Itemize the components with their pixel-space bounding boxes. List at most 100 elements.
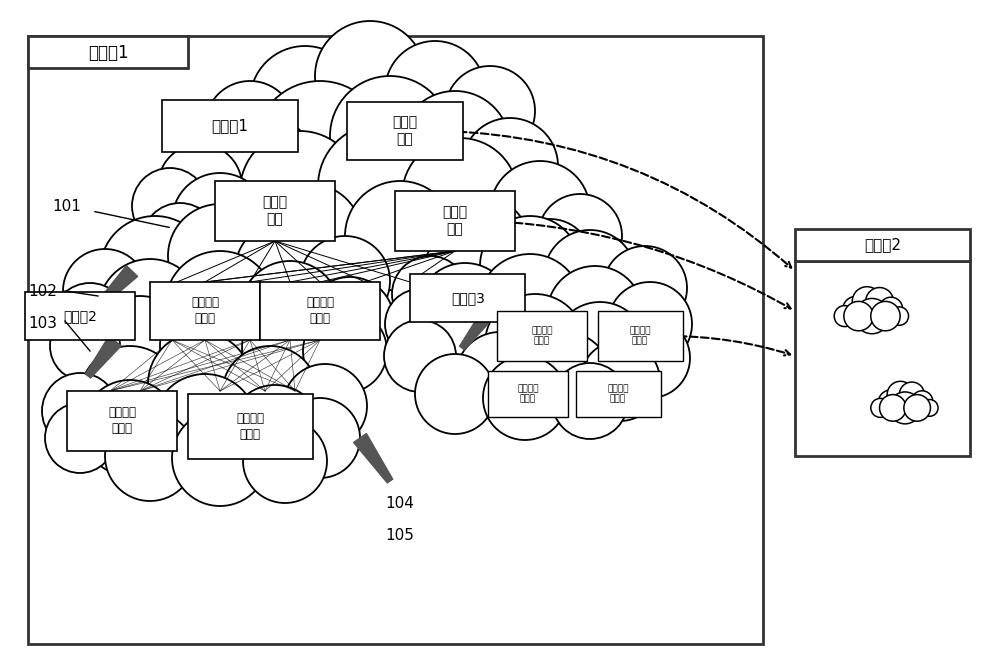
Circle shape xyxy=(42,373,118,449)
Text: 102: 102 xyxy=(28,284,57,298)
Bar xyxy=(28,36,763,644)
Circle shape xyxy=(834,306,855,326)
Circle shape xyxy=(392,256,468,332)
Circle shape xyxy=(445,66,535,156)
Circle shape xyxy=(871,302,900,331)
Circle shape xyxy=(132,168,208,244)
Bar xyxy=(410,274,525,322)
Polygon shape xyxy=(96,266,138,308)
Bar xyxy=(598,311,682,361)
Circle shape xyxy=(483,356,567,440)
Circle shape xyxy=(250,46,360,156)
Circle shape xyxy=(852,286,882,316)
Bar xyxy=(348,102,462,160)
Circle shape xyxy=(300,236,390,326)
Circle shape xyxy=(456,332,544,420)
Circle shape xyxy=(430,196,530,296)
Text: 主用组级
调度器: 主用组级 调度器 xyxy=(607,384,629,404)
Circle shape xyxy=(105,411,195,501)
Text: 备用域级
调度器: 备用域级 调度器 xyxy=(531,326,553,346)
Bar xyxy=(28,36,188,68)
Circle shape xyxy=(172,410,268,506)
Circle shape xyxy=(330,76,450,196)
Text: 可用域2: 可用域2 xyxy=(63,309,97,323)
Circle shape xyxy=(306,277,394,365)
Bar xyxy=(188,394,312,458)
Circle shape xyxy=(315,21,425,131)
Text: 云环境1: 云环境1 xyxy=(88,44,128,62)
Bar xyxy=(497,311,587,361)
Circle shape xyxy=(90,296,190,396)
Circle shape xyxy=(608,282,692,366)
Circle shape xyxy=(878,390,903,414)
Circle shape xyxy=(911,391,933,412)
Bar xyxy=(67,391,177,451)
Text: 105: 105 xyxy=(385,529,414,543)
Circle shape xyxy=(255,81,385,211)
Circle shape xyxy=(100,216,210,326)
Circle shape xyxy=(552,363,628,439)
Circle shape xyxy=(50,311,120,381)
Text: 备用组级
调度器: 备用组级 调度器 xyxy=(517,384,539,404)
Text: 顶级调
度器: 顶级调 度器 xyxy=(262,195,288,226)
Circle shape xyxy=(280,398,360,478)
Bar xyxy=(162,100,298,152)
Circle shape xyxy=(890,307,909,325)
Text: 主用组级
调度器: 主用组级 调度器 xyxy=(236,412,264,440)
Circle shape xyxy=(345,181,455,291)
Circle shape xyxy=(480,216,580,316)
Circle shape xyxy=(478,254,582,358)
Circle shape xyxy=(422,228,518,324)
Circle shape xyxy=(485,294,585,394)
Circle shape xyxy=(235,221,335,321)
Circle shape xyxy=(384,320,456,392)
Circle shape xyxy=(899,382,924,407)
Circle shape xyxy=(283,364,367,448)
Circle shape xyxy=(165,251,275,361)
Text: 可用域3: 可用域3 xyxy=(451,291,485,305)
Circle shape xyxy=(222,346,318,442)
Text: 备用域级
调度器: 备用域级 调度器 xyxy=(191,296,219,326)
Circle shape xyxy=(243,419,327,503)
Text: 可用域1: 可用域1 xyxy=(211,119,248,133)
Polygon shape xyxy=(460,306,496,350)
Circle shape xyxy=(153,374,257,478)
Bar xyxy=(260,282,380,340)
Circle shape xyxy=(160,291,270,401)
Circle shape xyxy=(172,173,268,269)
Circle shape xyxy=(240,261,340,361)
Bar xyxy=(576,371,660,417)
Circle shape xyxy=(844,302,873,331)
Circle shape xyxy=(422,298,518,394)
Circle shape xyxy=(415,354,495,434)
Circle shape xyxy=(490,161,590,261)
Bar xyxy=(795,229,970,261)
Circle shape xyxy=(215,116,315,216)
Text: 103: 103 xyxy=(28,316,57,332)
Circle shape xyxy=(240,131,360,251)
Circle shape xyxy=(400,91,510,201)
Circle shape xyxy=(854,298,890,334)
Text: 云环境2: 云环境2 xyxy=(864,238,901,252)
Circle shape xyxy=(508,219,592,303)
Circle shape xyxy=(887,382,914,408)
Circle shape xyxy=(843,296,869,323)
Text: 顶级调
度器: 顶级调 度器 xyxy=(392,115,418,147)
Circle shape xyxy=(303,309,387,393)
Circle shape xyxy=(866,288,893,315)
Polygon shape xyxy=(85,336,121,378)
Circle shape xyxy=(168,204,272,308)
Circle shape xyxy=(519,332,611,424)
Circle shape xyxy=(45,403,115,473)
Circle shape xyxy=(904,394,930,421)
Circle shape xyxy=(871,398,890,418)
Circle shape xyxy=(158,144,242,228)
Bar xyxy=(150,282,260,340)
Text: 101: 101 xyxy=(52,198,81,214)
Bar xyxy=(25,292,135,340)
Circle shape xyxy=(142,203,218,279)
Circle shape xyxy=(879,297,903,321)
Circle shape xyxy=(229,385,321,477)
Bar xyxy=(215,181,335,241)
Circle shape xyxy=(63,249,147,333)
